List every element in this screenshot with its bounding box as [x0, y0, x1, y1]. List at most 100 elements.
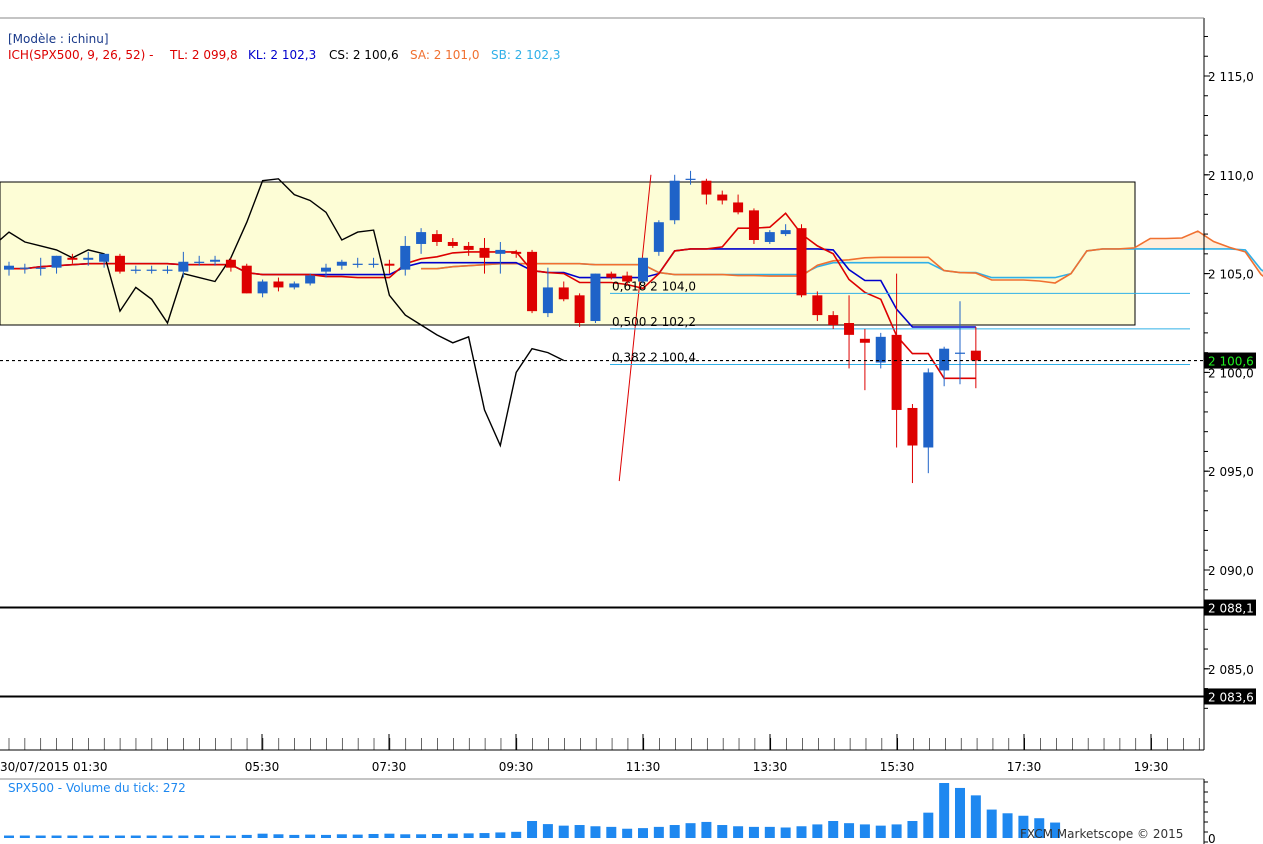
candle-body	[352, 263, 363, 265]
candle-body	[447, 241, 458, 246]
volume-bar	[225, 835, 236, 838]
volume-bar	[622, 828, 633, 838]
candle-body	[812, 295, 823, 316]
price-tick-label: 2 105,0	[1208, 268, 1254, 282]
volume-bar	[542, 824, 553, 838]
candle-body	[194, 261, 205, 263]
candle-body	[51, 255, 62, 268]
candle-body	[4, 265, 14, 270]
fib-level-label: 0,618 2 104,0	[612, 279, 696, 293]
time-tick-label: 17:30	[1007, 760, 1042, 774]
volume-bar	[669, 825, 680, 838]
volume-bar	[748, 826, 759, 838]
volume-bar	[907, 821, 918, 838]
support-level-label: 2 083,6	[1208, 690, 1254, 704]
volume-bar	[986, 809, 997, 838]
tenkan-sen-line	[9, 212, 976, 380]
volume-zero-label: 0	[1208, 832, 1216, 844]
volume-bar	[210, 835, 221, 838]
time-tick-label: 05:30	[245, 760, 280, 774]
candle-body	[939, 348, 950, 371]
volume-bar	[416, 834, 427, 838]
candle-body	[542, 287, 553, 314]
credit-label: FXCM Marketscope © 2015	[1020, 827, 1183, 841]
volume-bar	[828, 821, 839, 838]
candle-body	[653, 222, 664, 252]
horizontal-levels[interactable]: 2 100,6 2 088,1 2 083,6	[0, 352, 1256, 705]
volume-bar	[146, 835, 157, 838]
candle-body	[875, 336, 886, 363]
current-price-tag	[1204, 352, 1256, 369]
candle-body	[400, 245, 411, 270]
candle-body	[828, 315, 839, 325]
volume-bar	[4, 835, 14, 838]
candle-body	[384, 263, 395, 266]
volume-bar	[970, 795, 981, 838]
volume-bar	[194, 835, 205, 838]
volume-bar	[67, 835, 78, 838]
senkou-span-a-line	[421, 230, 1263, 284]
volume-bar	[257, 833, 268, 838]
fib-trend-line	[618, 174, 652, 482]
candle-body	[368, 263, 379, 265]
volume-bar	[875, 825, 886, 838]
candle-body	[114, 255, 125, 272]
volume-bar	[99, 835, 110, 838]
volume-bar	[35, 835, 46, 838]
volume-bar	[321, 834, 331, 838]
volume-bar	[51, 835, 62, 838]
volume-bar	[130, 835, 141, 838]
candle-body	[669, 180, 680, 221]
chikou-span-line	[0, 178, 565, 448]
candle-body	[511, 251, 522, 254]
volume-bar	[764, 826, 775, 838]
volume-bar	[336, 834, 347, 838]
candle-body	[35, 267, 46, 269]
volume-bar	[590, 826, 601, 838]
price-tick-label: 2 085,0	[1208, 663, 1254, 677]
candle-body	[210, 259, 221, 262]
time-tick-label: 30/07/2015 01:30	[0, 760, 108, 774]
support-level-tag	[1204, 688, 1256, 705]
range-zone-rectangle[interactable]	[0, 181, 1136, 326]
candle-body	[590, 273, 601, 322]
volume-bar	[352, 834, 363, 838]
time-tick-label: 11:30	[626, 760, 661, 774]
volume-bar	[273, 834, 284, 838]
volume-bar	[733, 826, 744, 838]
volume-bar	[289, 834, 300, 838]
support-level-tag	[1204, 599, 1256, 616]
volume-bar	[384, 833, 395, 838]
volume-bar	[83, 835, 94, 838]
fib-level-label: 0,382 2 100,4	[612, 350, 696, 364]
candle-body	[19, 267, 30, 269]
volume-bar	[400, 834, 411, 838]
price-axis: 2 115,0 2 110,0 2 105,0 2 100,0 2 095,0 2 090…	[1204, 35, 1254, 709]
candle-body	[241, 265, 252, 294]
senkou-b-value: SB: 2 102,3	[491, 48, 561, 62]
volume-bar	[527, 821, 538, 838]
volume-bar	[653, 826, 664, 838]
price-tick-label: 2 110,0	[1208, 169, 1254, 183]
volume-bar	[1050, 822, 1061, 838]
model-label: [Modèle : ichinu]	[8, 32, 109, 46]
volume-bar	[162, 835, 173, 838]
current-price-label: 2 100,6	[1208, 355, 1254, 369]
volume-bar	[859, 824, 870, 838]
candle-body	[130, 269, 141, 271]
volume-bar	[939, 783, 950, 838]
fib-level-label: 0,500 2 102,2	[612, 315, 696, 329]
candle-body	[495, 249, 506, 254]
volume-bar	[1002, 813, 1013, 838]
indicator-label[interactable]: ICH(SPX500, 9, 26, 52) -	[8, 48, 154, 62]
candle-body	[606, 273, 617, 278]
volume-bar	[638, 828, 648, 838]
candle-body	[273, 281, 284, 288]
candle-body	[558, 287, 569, 300]
volume-bar	[178, 835, 189, 838]
volume-bar	[1034, 818, 1045, 838]
candle-body	[907, 407, 918, 446]
candle-body	[289, 283, 300, 288]
time-tick-label: 13:30	[753, 760, 788, 774]
